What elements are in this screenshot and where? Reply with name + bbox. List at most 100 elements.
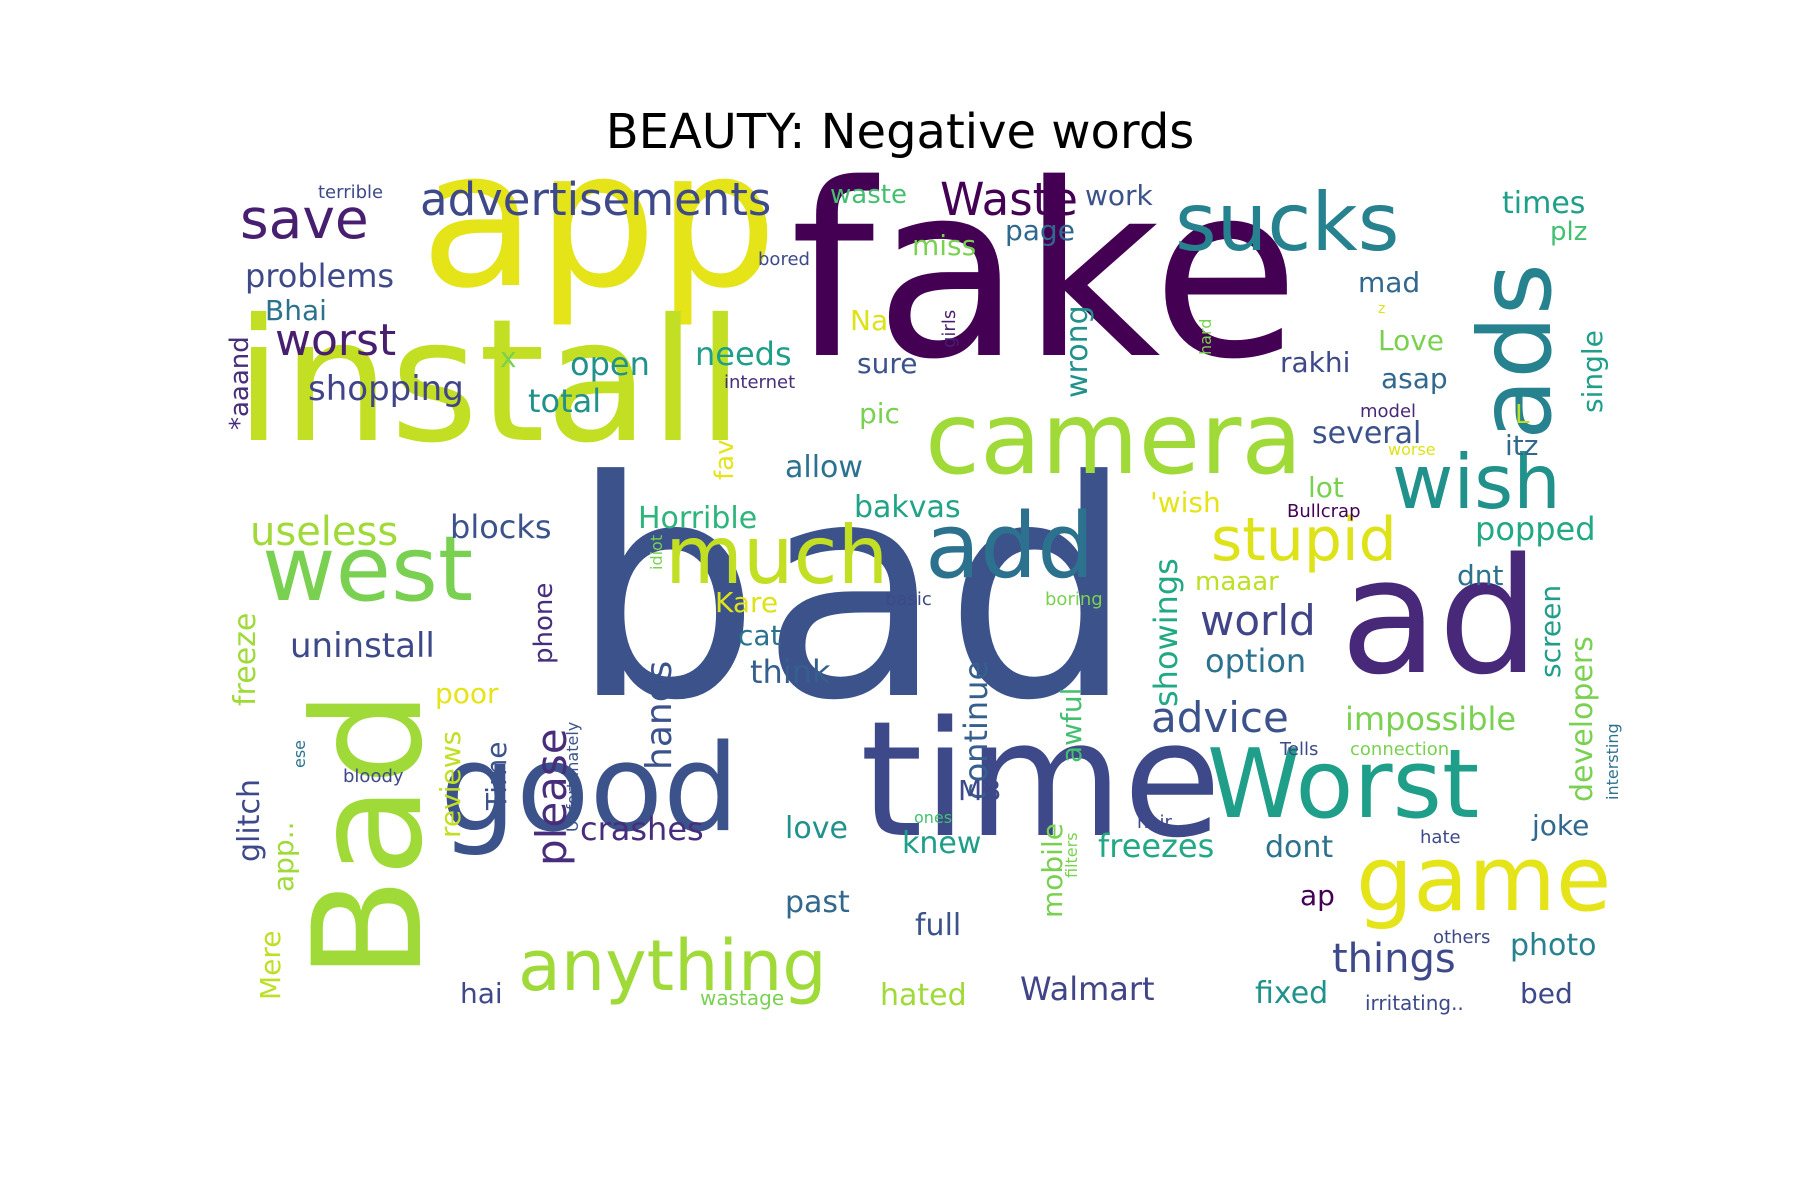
- word-56: awful: [1055, 688, 1088, 763]
- word-32: freeze: [228, 613, 263, 706]
- word-99: x: [500, 341, 517, 374]
- word-28: hangs: [639, 661, 680, 770]
- word-84: Mere: [254, 930, 287, 1000]
- word-100: L: [1515, 400, 1530, 430]
- word-83: app..: [267, 821, 300, 892]
- word-59: hated: [880, 978, 967, 1013]
- word-124: wastage: [700, 986, 784, 1010]
- word-114: ese: [290, 740, 309, 768]
- word-16: wish: [1392, 438, 1561, 526]
- word-93: phone: [529, 583, 559, 664]
- word-18: stupid: [1211, 505, 1397, 575]
- word-17: anything: [518, 925, 827, 1007]
- word-61: photo: [1510, 928, 1597, 963]
- word-39: crashes: [580, 810, 704, 848]
- word-55: times: [1502, 186, 1585, 221]
- word-58: reviews: [434, 731, 467, 838]
- word-125: irritating..: [1365, 991, 1464, 1015]
- word-34: showings: [1147, 558, 1185, 707]
- word-25: advice: [1151, 693, 1289, 742]
- word-82: poor: [435, 677, 499, 710]
- word-3: install: [235, 283, 744, 481]
- word-111: idiot: [647, 535, 666, 570]
- word-122: filters: [1062, 832, 1081, 878]
- word-98: fav: [710, 440, 740, 480]
- word-118: intersting: [1603, 723, 1622, 800]
- word-5: time: [860, 686, 1221, 873]
- word-94: *aaand: [225, 336, 255, 430]
- word-44: Walmart: [1020, 970, 1155, 1008]
- word-104: internet: [724, 372, 795, 393]
- word-54: single: [1576, 330, 1609, 413]
- word-112: basic: [885, 589, 932, 610]
- word-51: bakvas: [854, 490, 961, 525]
- word-24: world: [1200, 596, 1316, 645]
- word-96: pic: [859, 397, 900, 430]
- word-2: app: [420, 109, 778, 330]
- word-9: camera: [925, 380, 1303, 497]
- word-67: joke: [1531, 809, 1589, 842]
- word-47: total: [528, 382, 601, 420]
- word-30: developers: [1565, 636, 1600, 802]
- word-81: cat: [738, 619, 782, 652]
- word-52: allow: [785, 450, 863, 485]
- word-117: connection: [1350, 739, 1449, 760]
- word-120: hate: [1420, 827, 1461, 848]
- word-14: much: [665, 509, 888, 602]
- word-20: advertisements: [420, 173, 771, 226]
- word-37: problems: [245, 257, 394, 295]
- word-21: Waste: [940, 173, 1078, 226]
- word-64: full: [915, 908, 961, 943]
- word-4: Bad: [282, 690, 456, 980]
- word-15: sucks: [1175, 176, 1399, 269]
- word-57: mobile: [1036, 823, 1069, 918]
- word-101: Unfortunately: [563, 722, 582, 832]
- word-26: worst: [275, 315, 396, 366]
- word-7: good: [440, 720, 739, 859]
- word-10: west: [262, 517, 473, 622]
- word-62: knew: [902, 826, 981, 861]
- word-106: z: [1378, 301, 1385, 317]
- word-77: waste: [830, 180, 907, 210]
- word-46: several: [1312, 416, 1421, 451]
- word-90: 'wish: [1150, 486, 1221, 519]
- word-8: ads: [1457, 263, 1574, 440]
- word-70: Love: [1378, 324, 1444, 357]
- word-0: bad: [570, 417, 1135, 766]
- word-31: glitch: [232, 779, 267, 862]
- word-48: open: [570, 345, 650, 383]
- word-87: itz: [1505, 429, 1538, 462]
- word-103: bored: [758, 249, 810, 270]
- word-35: uninstall: [290, 626, 435, 666]
- word-71: asap: [1381, 362, 1448, 395]
- word-91: MB: [958, 774, 1001, 807]
- word-85: hai: [460, 977, 503, 1010]
- word-107: hard: [1196, 319, 1215, 355]
- word-79: plz: [1550, 217, 1587, 247]
- word-53: wrong: [1060, 305, 1095, 398]
- word-40: freezes: [1098, 827, 1214, 865]
- word-29: continue: [957, 661, 995, 800]
- word-119: hair: [1137, 812, 1172, 833]
- word-27: useless: [250, 509, 398, 555]
- word-41: option: [1205, 642, 1306, 680]
- word-116: Tells: [1279, 739, 1318, 760]
- word-38: blocks: [450, 508, 552, 546]
- word-110: Bullcrap: [1287, 501, 1361, 522]
- word-69: Bhai: [265, 294, 327, 327]
- word-115: bloody: [343, 766, 404, 787]
- word-36: shopping: [308, 369, 464, 409]
- word-88: dnt: [1457, 559, 1504, 592]
- word-1: fake: [790, 132, 1300, 412]
- word-80: Kare: [715, 586, 778, 619]
- word-113: boring: [1045, 589, 1103, 610]
- word-22: please: [527, 728, 576, 866]
- word-121: ones: [914, 808, 952, 827]
- word-105: girls: [939, 310, 960, 348]
- word-19: save: [240, 187, 369, 251]
- word-75: page: [1005, 214, 1075, 247]
- word-97: sure: [857, 347, 917, 380]
- word-33: impossible: [1345, 700, 1516, 738]
- word-73: lot: [1308, 471, 1344, 504]
- word-60: fixed: [1255, 976, 1328, 1011]
